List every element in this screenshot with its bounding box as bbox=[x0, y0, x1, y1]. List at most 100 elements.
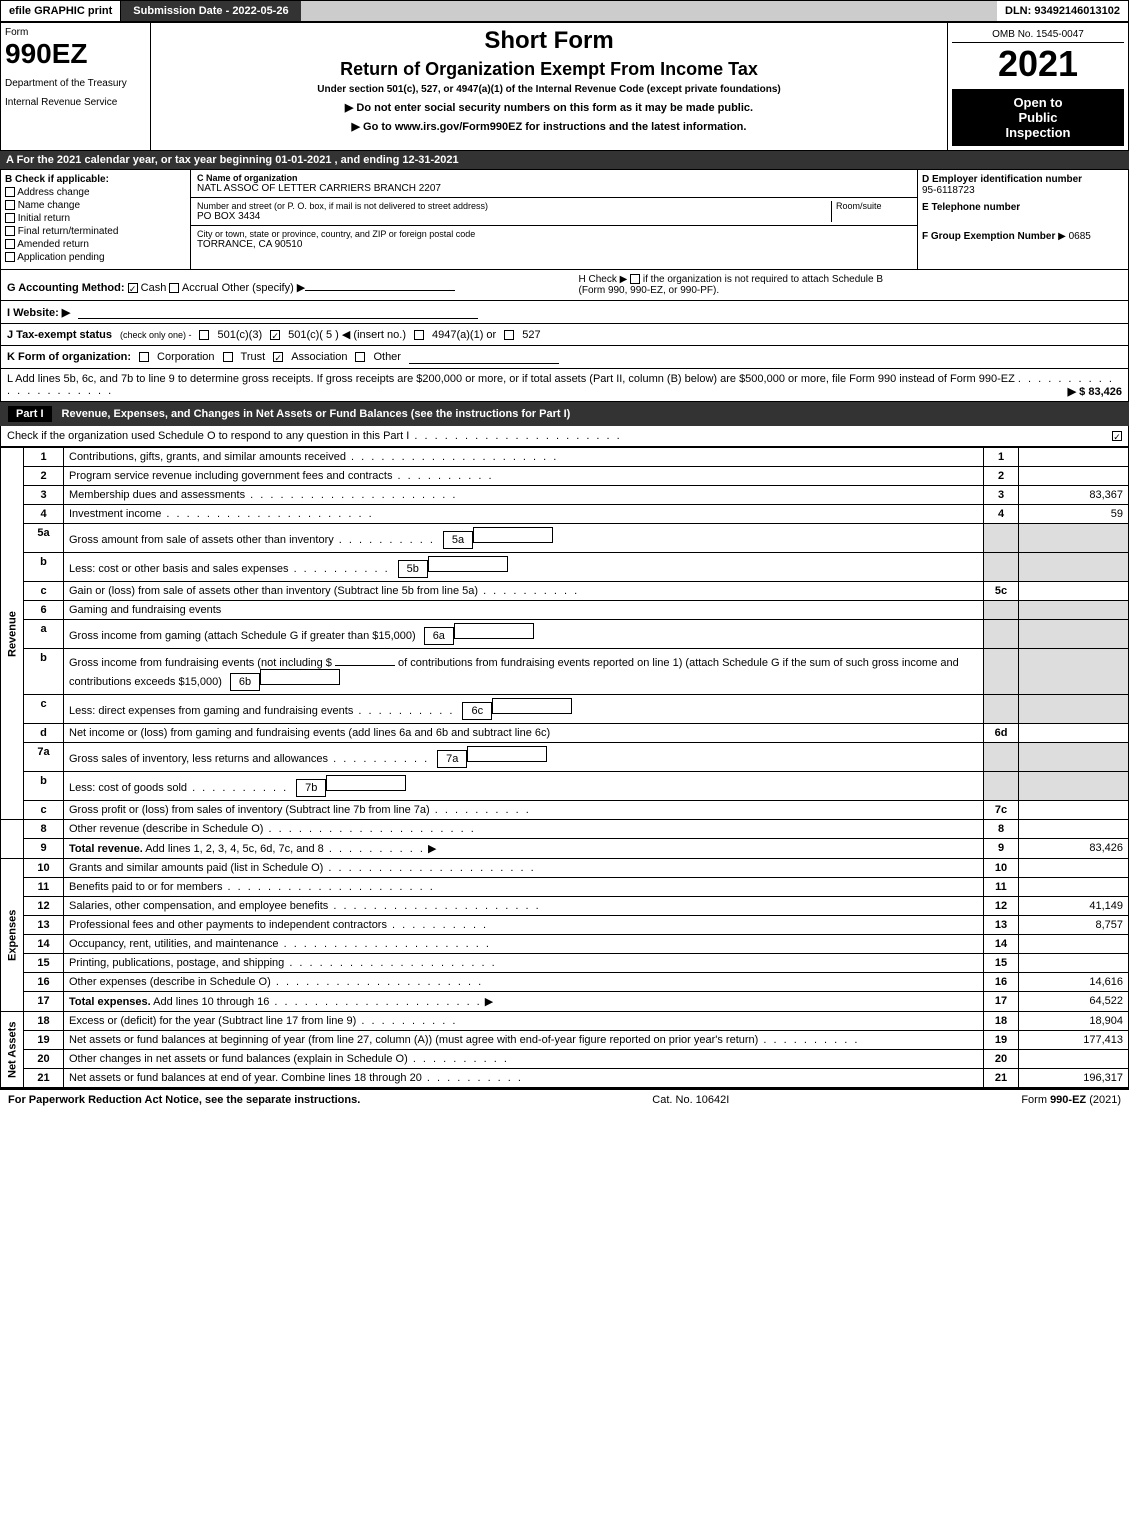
part-1-label: Part I bbox=[8, 406, 52, 422]
website-label: I Website: ▶ bbox=[7, 306, 70, 319]
line-17: 17Total expenses. Add lines 10 through 1… bbox=[1, 992, 1129, 1012]
line-5b: bLess: cost or other basis and sales exp… bbox=[1, 553, 1129, 582]
line-6: 6Gaming and fundraising events bbox=[1, 601, 1129, 620]
section-d-e-f: D Employer identification number 95-6118… bbox=[918, 170, 1128, 269]
line-15: 15Printing, publications, postage, and s… bbox=[1, 954, 1129, 973]
group-exemption-label: F Group Exemption Number ▶ 0685 bbox=[922, 231, 1124, 242]
line-6b: bGross income from fundraising events (n… bbox=[1, 649, 1129, 695]
title-under: Under section 501(c), 527, or 4947(a)(1)… bbox=[155, 84, 943, 95]
line-16: 16Other expenses (describe in Schedule O… bbox=[1, 973, 1129, 992]
section-b: B Check if applicable: Address change Na… bbox=[1, 170, 191, 269]
ein-label: D Employer identification number bbox=[922, 174, 1124, 185]
row-k: K Form of organization: Corporation Trus… bbox=[0, 346, 1129, 369]
checkbox-501c3[interactable] bbox=[199, 330, 209, 340]
checkbox-application-pending[interactable]: Application pending bbox=[5, 252, 186, 263]
line-13: 13Professional fees and other payments t… bbox=[1, 916, 1129, 935]
line-20: 20Other changes in net assets or fund ba… bbox=[1, 1050, 1129, 1069]
row-j: J Tax-exempt status (check only one) - 5… bbox=[0, 324, 1129, 346]
page-footer: For Paperwork Reduction Act Notice, see … bbox=[0, 1088, 1129, 1110]
section-a-period: A For the 2021 calendar year, or tax yea… bbox=[0, 151, 1129, 169]
section-h: H Check ▶ if the organization is not req… bbox=[559, 274, 1123, 296]
checkbox-other-org[interactable] bbox=[355, 352, 365, 362]
accounting-method-label: G Accounting Method: bbox=[7, 282, 125, 294]
checkbox-name-change[interactable]: Name change bbox=[5, 200, 186, 211]
checkbox-schedule-b[interactable] bbox=[630, 274, 640, 284]
room-label: Room/suite bbox=[831, 201, 911, 222]
line-12: 12Salaries, other compensation, and empl… bbox=[1, 897, 1129, 916]
checkbox-527[interactable] bbox=[504, 330, 514, 340]
footer-center: Cat. No. 10642I bbox=[652, 1094, 729, 1106]
row-i: I Website: ▶ bbox=[0, 301, 1129, 324]
checkbox-initial-return[interactable]: Initial return bbox=[5, 213, 186, 224]
checkbox-schedule-o[interactable] bbox=[1112, 431, 1122, 441]
line-14: 14Occupancy, rent, utilities, and mainte… bbox=[1, 935, 1129, 954]
line-6a: aGross income from gaming (attach Schedu… bbox=[1, 620, 1129, 649]
street-label: Number and street (or P. O. box, if mail… bbox=[197, 201, 831, 211]
checkbox-final-return[interactable]: Final return/terminated bbox=[5, 226, 186, 237]
checkbox-cash[interactable] bbox=[128, 283, 138, 293]
gross-receipts-amount: ▶ $ 83,426 bbox=[1068, 385, 1122, 398]
checkbox-4947[interactable] bbox=[414, 330, 424, 340]
line-1: Revenue 1Contributions, gifts, grants, a… bbox=[1, 448, 1129, 467]
org-name: NATL ASSOC OF LETTER CARRIERS BRANCH 220… bbox=[197, 183, 911, 194]
line-7b: bLess: cost of goods sold7b bbox=[1, 772, 1129, 801]
part-1-header: Part I Revenue, Expenses, and Changes in… bbox=[0, 402, 1129, 426]
line-10: Expenses 10Grants and similar amounts pa… bbox=[1, 859, 1129, 878]
line-8: 8Other revenue (describe in Schedule O)8 bbox=[1, 820, 1129, 839]
note-ssn: ▶ Do not enter social security numbers o… bbox=[155, 101, 943, 114]
checkbox-amended-return[interactable]: Amended return bbox=[5, 239, 186, 250]
part-1-check-note: Check if the organization used Schedule … bbox=[7, 430, 622, 442]
checkbox-corporation[interactable] bbox=[139, 352, 149, 362]
city-label: City or town, state or province, country… bbox=[197, 229, 911, 239]
dept-treasury: Department of the Treasury bbox=[5, 78, 146, 89]
line-6c: cLess: direct expenses from gaming and f… bbox=[1, 695, 1129, 724]
line-19: 19Net assets or fund balances at beginni… bbox=[1, 1031, 1129, 1050]
footer-left: For Paperwork Reduction Act Notice, see … bbox=[8, 1094, 360, 1106]
website-field[interactable] bbox=[78, 305, 478, 319]
note-goto[interactable]: ▶ Go to www.irs.gov/Form990EZ for instru… bbox=[155, 120, 943, 133]
street-value: PO BOX 3434 bbox=[197, 211, 831, 222]
omb-number: OMB No. 1545-0047 bbox=[952, 27, 1124, 43]
part-1-check-row: Check if the organization used Schedule … bbox=[0, 426, 1129, 447]
line-21: 21Net assets or fund balances at end of … bbox=[1, 1069, 1129, 1088]
row-l: L Add lines 5b, 6c, and 7b to line 9 to … bbox=[0, 369, 1129, 402]
ein-value: 95-6118723 bbox=[922, 185, 1124, 196]
netassets-vertical-label: Net Assets bbox=[1, 1012, 24, 1088]
footer-right: Form 990-EZ (2021) bbox=[1021, 1094, 1121, 1106]
submission-date: Submission Date - 2022-05-26 bbox=[121, 1, 300, 21]
form-header: Form 990EZ Department of the Treasury In… bbox=[0, 22, 1129, 151]
line-9: 9Total revenue. Add lines 1, 2, 3, 4, 5c… bbox=[1, 839, 1129, 859]
checkbox-501c[interactable] bbox=[270, 330, 280, 340]
form-number: 990EZ bbox=[5, 38, 146, 70]
revenue-table: Revenue 1Contributions, gifts, grants, a… bbox=[0, 447, 1129, 1088]
open-inspection-box: Open to Public Inspection bbox=[952, 89, 1124, 146]
line-5c: cGain or (loss) from sale of assets othe… bbox=[1, 582, 1129, 601]
checkbox-accrual[interactable] bbox=[169, 283, 179, 293]
org-name-label: C Name of organization bbox=[197, 173, 911, 183]
line-7a: 7aGross sales of inventory, less returns… bbox=[1, 743, 1129, 772]
info-grid: B Check if applicable: Address change Na… bbox=[0, 169, 1129, 270]
line-6d: dNet income or (loss) from gaming and fu… bbox=[1, 724, 1129, 743]
line-7c: cGross profit or (loss) from sales of in… bbox=[1, 801, 1129, 820]
checkbox-association[interactable] bbox=[273, 352, 283, 362]
line-5a: 5aGross amount from sale of assets other… bbox=[1, 524, 1129, 553]
section-c: C Name of organization NATL ASSOC OF LET… bbox=[191, 170, 918, 269]
city-value: TORRANCE, CA 90510 bbox=[197, 239, 911, 250]
line-18: Net Assets 18Excess or (deficit) for the… bbox=[1, 1012, 1129, 1031]
section-l-text: L Add lines 5b, 6c, and 7b to line 9 to … bbox=[7, 373, 1015, 385]
tax-year: 2021 bbox=[952, 43, 1124, 85]
revenue-vertical-label: Revenue bbox=[1, 448, 24, 820]
dept-irs: Internal Revenue Service bbox=[5, 97, 146, 108]
dln-label: DLN: 93492146013102 bbox=[997, 1, 1128, 21]
form-label: Form bbox=[5, 27, 146, 38]
line-2: 2Program service revenue including gover… bbox=[1, 467, 1129, 486]
top-bar: efile GRAPHIC print Submission Date - 20… bbox=[0, 0, 1129, 22]
efile-label[interactable]: efile GRAPHIC print bbox=[1, 1, 121, 21]
line-4: 4Investment income459 bbox=[1, 505, 1129, 524]
title-main: Return of Organization Exempt From Incom… bbox=[155, 59, 943, 80]
checkbox-trust[interactable] bbox=[223, 352, 233, 362]
form-org-label: K Form of organization: bbox=[7, 351, 131, 363]
checkbox-address-change[interactable]: Address change bbox=[5, 187, 186, 198]
tax-exempt-label: J Tax-exempt status bbox=[7, 329, 112, 341]
section-b-title: B Check if applicable: bbox=[5, 174, 186, 185]
